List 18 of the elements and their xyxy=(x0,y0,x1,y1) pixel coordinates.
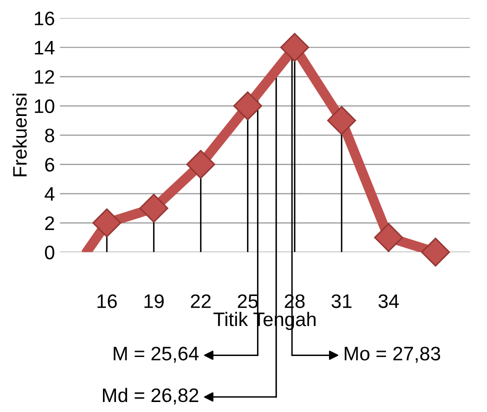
ref-line-label: M = 25,64 xyxy=(114,346,199,363)
x-tick-label: 31 xyxy=(332,294,352,308)
x-tick-label: 19 xyxy=(144,294,164,308)
ref-line-label: Mo = 27,83 xyxy=(344,346,440,363)
y-tick-label: 6 xyxy=(45,158,54,172)
y-tick-label: 10 xyxy=(34,99,54,114)
x-tick-label: 16 xyxy=(98,294,117,308)
y-tick-label: 16 xyxy=(34,12,54,26)
x-tick-label: 34 xyxy=(378,294,399,308)
x-tick-label: 22 xyxy=(190,294,211,308)
y-tick-label: 4 xyxy=(44,187,54,201)
y-axis-title: Frekuensi xyxy=(12,94,27,176)
y-tick-label: 0 xyxy=(44,246,54,260)
y-tick-label: 8 xyxy=(45,128,54,142)
ref-line-label: Md = 26,82 xyxy=(102,388,198,404)
y-tick-label: 12 xyxy=(34,70,54,84)
y-tick-label: 2 xyxy=(45,216,54,230)
y-tick-label: 14 xyxy=(34,41,54,54)
